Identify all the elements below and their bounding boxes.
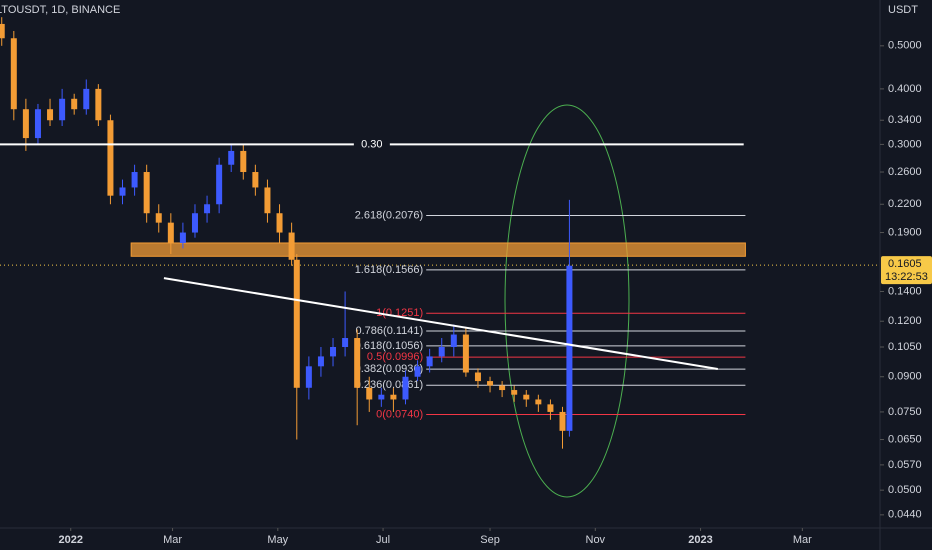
candle-body bbox=[264, 187, 271, 214]
candle-body bbox=[378, 394, 385, 400]
candle-body bbox=[288, 232, 295, 260]
fib-label: 1(0.1251) bbox=[376, 307, 423, 319]
candle-body bbox=[414, 366, 421, 377]
x-tick-label: Nov bbox=[586, 534, 606, 546]
fib-label: 0.786(0.1141) bbox=[356, 325, 424, 337]
candle-body bbox=[228, 150, 235, 165]
price-badge bbox=[881, 256, 932, 285]
y-tick-label: 0.2200 bbox=[888, 198, 922, 210]
candle-body bbox=[71, 98, 78, 110]
candle-body bbox=[216, 164, 223, 205]
fib-label: 0.382(0.0936) bbox=[355, 363, 424, 375]
y-tick-label: 0.5000 bbox=[888, 40, 922, 52]
y-tick-label: 0.1900 bbox=[888, 226, 922, 238]
fib-label: 1.618(0.1566) bbox=[355, 264, 424, 276]
candle-body bbox=[191, 213, 198, 233]
y-tick-label: 0.1200 bbox=[888, 315, 922, 327]
candle-body bbox=[59, 98, 66, 121]
candle-body bbox=[0, 23, 5, 39]
candle-body bbox=[559, 411, 566, 431]
candle-body bbox=[402, 376, 409, 400]
candle-body bbox=[204, 204, 211, 214]
countdown: 13:22:53 bbox=[885, 271, 928, 283]
candle-body bbox=[293, 259, 300, 388]
candle-body bbox=[499, 385, 506, 391]
candle-body bbox=[511, 390, 518, 395]
y-tick-label: 0.2600 bbox=[888, 166, 922, 178]
x-tick-label: Sep bbox=[480, 534, 500, 546]
y-tick-label: 0.3000 bbox=[888, 138, 922, 150]
x-tick-label: Mar bbox=[793, 534, 812, 546]
fib-label: 0.618(0.1056) bbox=[355, 340, 424, 352]
candle-body bbox=[547, 404, 554, 412]
y-tick-label: 0.4000 bbox=[888, 83, 922, 95]
candle-body bbox=[474, 372, 481, 382]
y-tick-label: 0.1400 bbox=[888, 285, 922, 297]
candle-body bbox=[487, 381, 494, 386]
candle-body bbox=[47, 109, 54, 121]
fib-label: 0(0.0740) bbox=[376, 408, 423, 420]
support-zone bbox=[130, 242, 746, 257]
x-tick-label: 2022 bbox=[59, 534, 83, 546]
y-tick-label: 0.0650 bbox=[888, 433, 922, 445]
candle-body bbox=[305, 366, 312, 388]
candle-body bbox=[342, 338, 349, 347]
y-tick-label: 0.1050 bbox=[888, 341, 922, 353]
candle-body bbox=[83, 88, 90, 110]
y-tick-label: 0.0750 bbox=[888, 406, 922, 418]
candle-body bbox=[143, 172, 150, 214]
x-tick-label: Mar bbox=[163, 534, 182, 546]
candle-body bbox=[34, 109, 41, 139]
chart-title: LTOUSDT, 1D, BINANCE bbox=[0, 4, 120, 16]
candle-body bbox=[438, 346, 445, 357]
x-tick-label: Jul bbox=[376, 534, 390, 546]
candle-body bbox=[155, 213, 162, 223]
x-tick-label: May bbox=[267, 534, 288, 546]
y-axis-label: USDT bbox=[888, 4, 918, 16]
candle-body bbox=[390, 394, 397, 400]
highlight-ellipse bbox=[504, 104, 630, 498]
y-tick-label: 0.0570 bbox=[888, 459, 922, 471]
candle-body bbox=[317, 356, 324, 367]
y-tick-label: 0.0500 bbox=[888, 484, 922, 496]
candle-body bbox=[10, 38, 17, 110]
candle-body bbox=[330, 346, 337, 357]
candle-body bbox=[167, 222, 174, 243]
candle-body bbox=[354, 338, 361, 388]
candle-body bbox=[240, 150, 247, 173]
y-tick-label: 0.3400 bbox=[888, 114, 922, 126]
candle-body bbox=[119, 187, 126, 196]
candle-body bbox=[107, 120, 114, 196]
candle-body bbox=[95, 88, 102, 121]
candle-body bbox=[366, 387, 373, 400]
candle-body bbox=[179, 232, 186, 243]
fib-label: 2.618(0.2076) bbox=[355, 209, 424, 221]
price-badge-label: 0.1605 bbox=[888, 258, 922, 270]
y-tick-label: 0.0900 bbox=[888, 371, 922, 383]
candle-body bbox=[22, 109, 29, 139]
x-tick-label: 2023 bbox=[688, 534, 712, 546]
trendline bbox=[163, 277, 718, 370]
candle-body bbox=[462, 334, 469, 373]
candle-body bbox=[535, 399, 542, 405]
candle-body bbox=[131, 172, 138, 188]
y-tick-label: 0.0440 bbox=[888, 509, 922, 521]
candle-body bbox=[450, 334, 457, 347]
fib-label: 0.236(0.0861) bbox=[355, 379, 424, 391]
candle-body bbox=[566, 265, 573, 431]
level-label: 0.30 bbox=[361, 138, 382, 150]
candle-body bbox=[252, 172, 259, 188]
candle-body bbox=[523, 394, 530, 400]
candle-body bbox=[426, 356, 433, 367]
fib-label: 0.5(0.0996) bbox=[367, 351, 423, 363]
candle-body bbox=[276, 213, 283, 233]
